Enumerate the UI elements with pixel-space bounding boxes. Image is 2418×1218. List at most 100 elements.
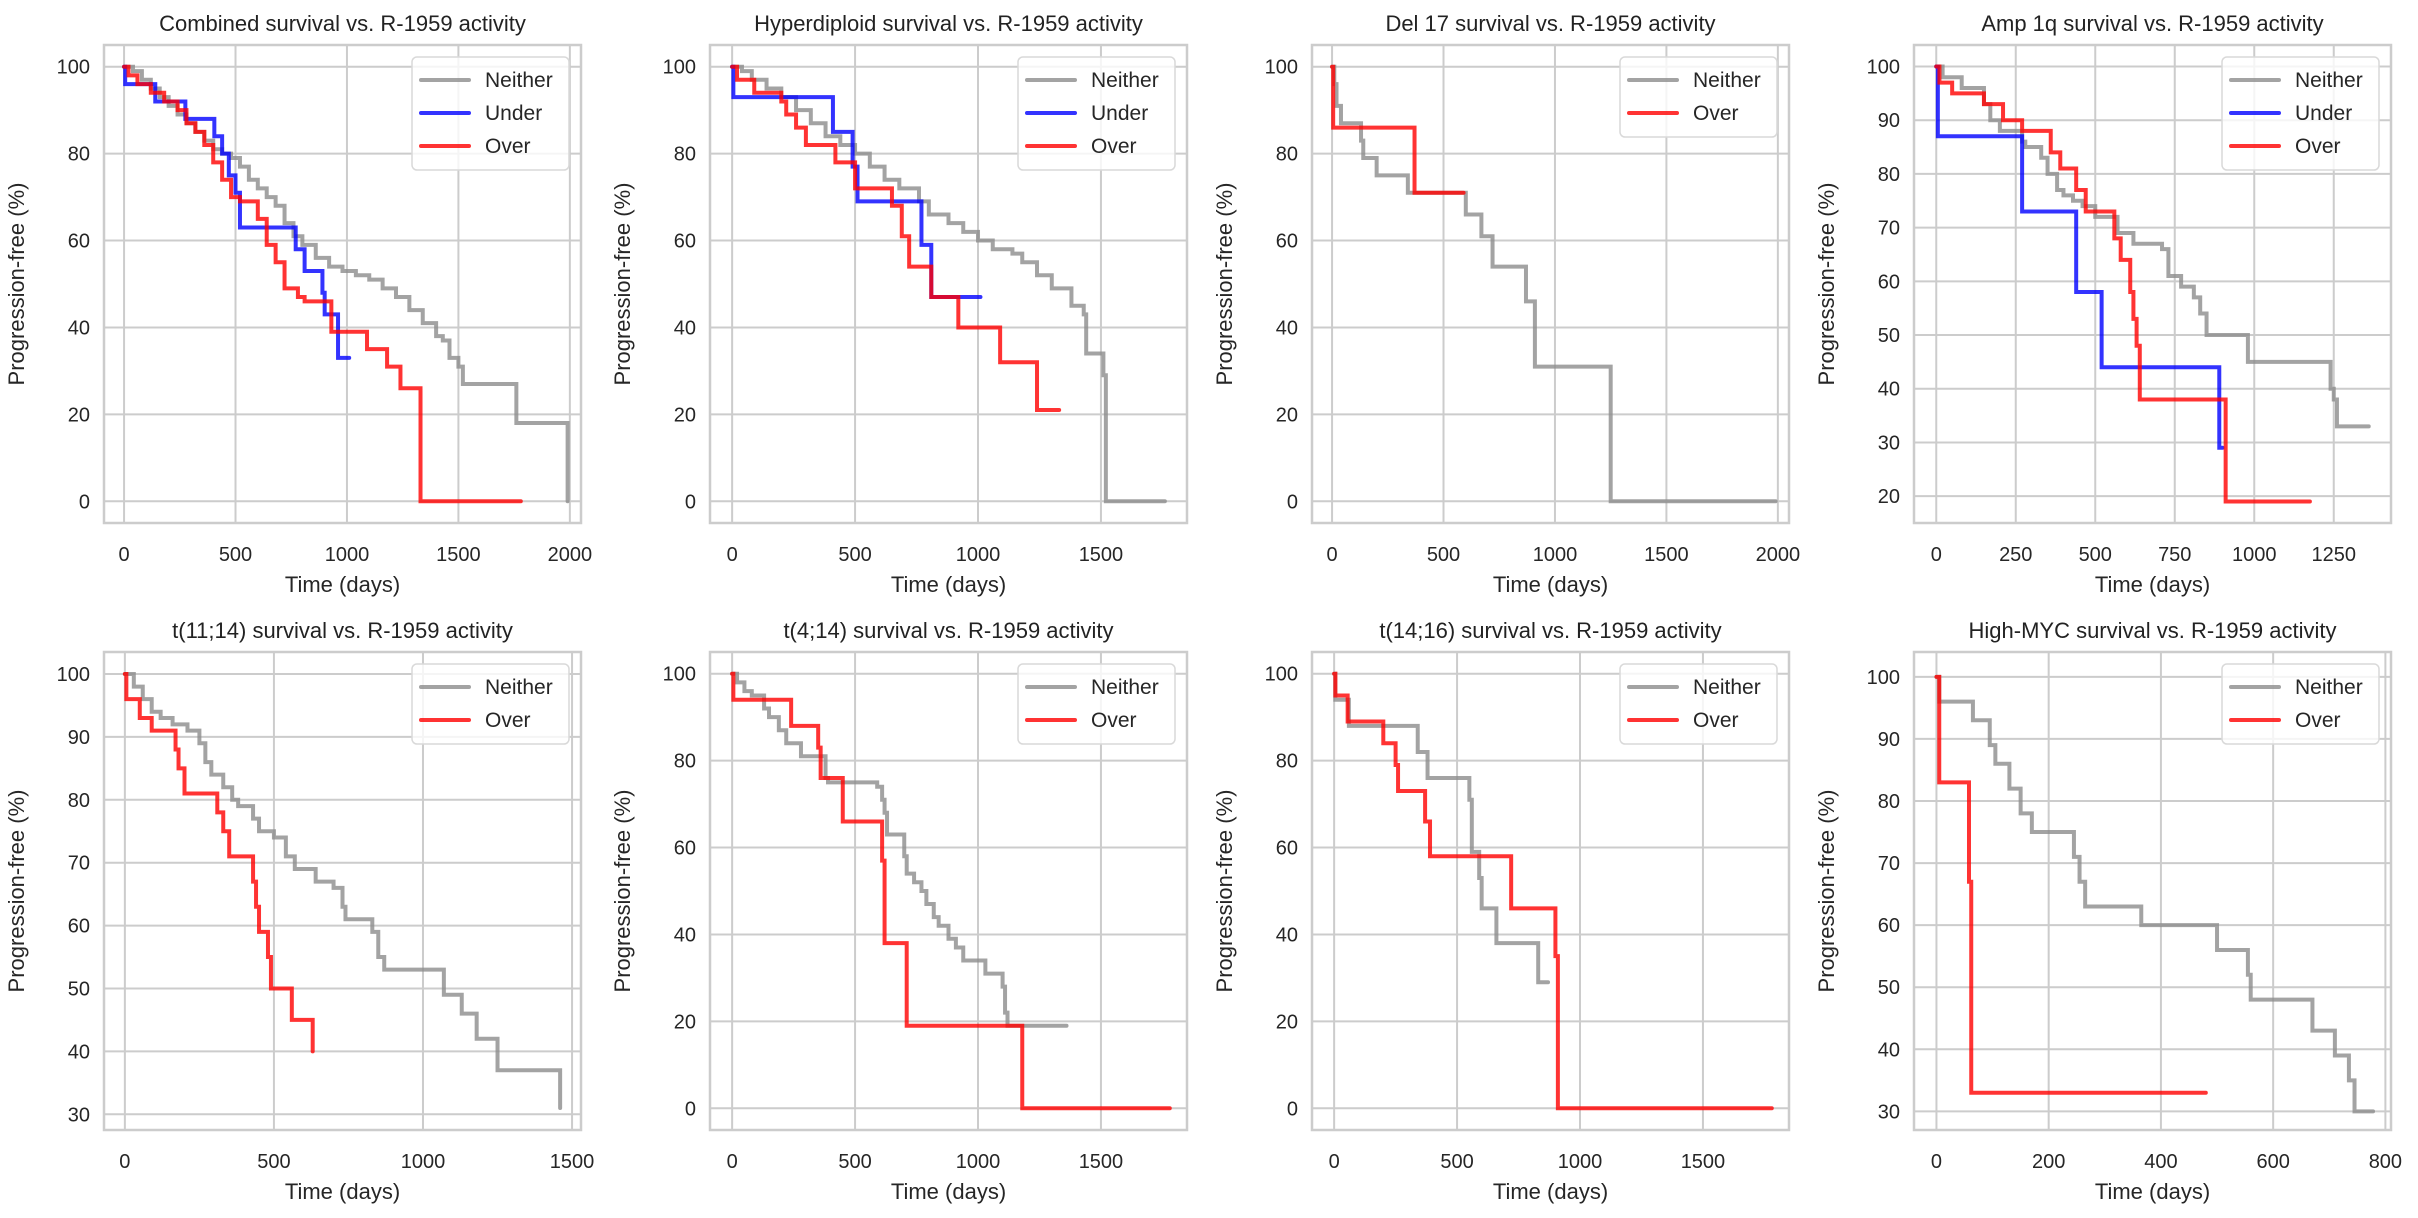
series-line-under [1934, 64, 2225, 450]
series-line-neither [122, 672, 563, 1110]
series-line-over [730, 671, 1172, 1111]
y-axis-label: Progression-free (%) [4, 790, 29, 993]
y-tick-label: 20 [1878, 486, 1900, 508]
series-line-under [122, 64, 352, 360]
legend-label-over: Over [2295, 135, 2341, 158]
x-tick-label: 1000 [956, 544, 1001, 566]
y-axis-label: Progression-free (%) [610, 790, 635, 993]
axes-frame [708, 650, 1189, 1132]
y-tick-label: 50 [1878, 325, 1900, 347]
y-axis-label: Progression-free (%) [1814, 183, 1839, 386]
legend: Neither Under Over [1017, 56, 1176, 171]
x-tick-label: 1000 [2232, 544, 2277, 566]
axes-frame [1912, 43, 2393, 525]
y-tick-label: 80 [68, 144, 90, 166]
x-axis-label: Time (days) [285, 1179, 400, 1204]
x-axis-label: Time (days) [891, 1179, 1006, 1204]
x-tick-label: 0 [1931, 1151, 1942, 1173]
y-tick-label: 20 [1276, 404, 1298, 426]
legend-label-neither: Neither [485, 69, 553, 92]
panel-t-4-14-survival-vs-r-1959-activity: 0 500 1000 1500 0 20 40 60 80 100 t(4;14) survival… [610, 618, 1189, 1204]
legend-label-neither: Neither [2295, 676, 2363, 699]
x-tick-label: 500 [257, 1151, 290, 1173]
x-tick-label: 0 [727, 544, 738, 566]
y-tick-label: 30 [1878, 1101, 1900, 1123]
series-line-neither [730, 64, 1167, 504]
y-tick-label: 20 [674, 1011, 696, 1033]
series-line-over [1332, 671, 1774, 1111]
y-tick-label: 60 [1878, 271, 1900, 293]
x-tick-label: 0 [118, 544, 129, 566]
x-tick-label: 1000 [956, 1151, 1001, 1173]
legend-label-over: Over [485, 709, 531, 732]
series-line-neither [730, 671, 1069, 1028]
x-tick-label: 400 [2144, 1151, 2177, 1173]
x-axis-label: Time (days) [1493, 572, 1608, 597]
x-tick-label: 500 [219, 544, 252, 566]
x-axis-label: Time (days) [1493, 1179, 1608, 1204]
legend-label-over: Over [1693, 102, 1739, 125]
series-line-neither [122, 64, 570, 504]
y-tick-label: 90 [68, 727, 90, 749]
x-tick-label: 0 [1326, 544, 1337, 566]
x-tick-label: 0 [727, 1151, 738, 1173]
legend-label-neither: Neither [1091, 676, 1159, 699]
x-tick-label: 500 [838, 1151, 871, 1173]
x-tick-label: 0 [1931, 544, 1942, 566]
panel-high-myc-survival-vs-r-1959-activity: 0 200 400 600 800 30 40 50 60 70 80 90 100 High-MYC s… [1814, 618, 2402, 1204]
legend-box [2221, 56, 2380, 171]
legend: Neither Over [1619, 56, 1778, 138]
x-tick-label: 500 [1427, 544, 1460, 566]
y-tick-label: 90 [1878, 729, 1900, 751]
panel-t-14-16-survival-vs-r-1959-activity: 0 500 1000 1500 0 20 40 60 80 100 t(14;16) surviva… [1212, 618, 1791, 1204]
x-tick-label: 1000 [1558, 1151, 1603, 1173]
series-line-neither [1934, 64, 2371, 429]
legend-box [2221, 663, 2380, 745]
legend-box [1017, 56, 1176, 171]
y-tick-label: 30 [68, 1104, 90, 1126]
y-axis-label: Progression-free (%) [1212, 790, 1237, 993]
x-axis-label: Time (days) [891, 572, 1006, 597]
chart-title: t(11;14) survival vs. R-1959 activity [172, 618, 513, 643]
chart-title: Del 17 survival vs. R-1959 activity [1385, 11, 1715, 36]
legend-label-under: Under [485, 102, 542, 125]
x-tick-label: 0 [1329, 1151, 1340, 1173]
legend-box [1619, 56, 1778, 138]
legend-box [1619, 663, 1778, 745]
x-axis-label: Time (days) [285, 572, 400, 597]
y-axis-label: Progression-free (%) [1212, 183, 1237, 386]
legend-label-neither: Neither [485, 676, 553, 699]
x-axis-label: Time (days) [2095, 1179, 2210, 1204]
x-tick-label: 500 [1440, 1151, 1473, 1173]
legend-box [411, 663, 570, 745]
x-tick-label: 2000 [548, 544, 593, 566]
x-axis-label: Time (days) [2095, 572, 2210, 597]
series-line-over [122, 672, 315, 1054]
legend-label-neither: Neither [1693, 676, 1761, 699]
legend: Neither Under Over [2221, 56, 2380, 171]
y-tick-label: 40 [1878, 1039, 1900, 1061]
series-line-over [1330, 64, 1466, 195]
x-tick-label: 500 [838, 544, 871, 566]
y-tick-label: 100 [1265, 57, 1298, 79]
legend: Neither Over [1017, 663, 1176, 745]
y-tick-label: 0 [79, 491, 90, 513]
y-tick-label: 100 [57, 664, 90, 686]
legend: Neither Over [411, 663, 570, 745]
legend-label-over: Over [485, 135, 531, 158]
series-line-over [122, 64, 523, 504]
axes-frame [1310, 43, 1791, 525]
y-tick-label: 20 [1276, 1011, 1298, 1033]
panel-combined-survival-vs-r-1959-activity: 0 500 1000 1500 2000 0 20 40 60 80 100 Combined sur… [4, 11, 592, 597]
chart-title: High-MYC survival vs. R-1959 activity [1969, 618, 2337, 643]
axes-frame [708, 43, 1189, 525]
legend-label-neither: Neither [1693, 69, 1761, 92]
y-tick-label: 70 [68, 853, 90, 875]
y-tick-label: 50 [1878, 977, 1900, 999]
legend-label-over: Over [1091, 135, 1137, 158]
x-tick-label: 1500 [1644, 544, 1689, 566]
y-tick-label: 100 [663, 57, 696, 79]
y-tick-label: 100 [1265, 664, 1298, 686]
panel-amp-1q-survival-vs-r-1959-activity: 0 250 500 750 1000 1250 20 30 40 50 60 70 80 90 100 Amp… [1814, 11, 2393, 597]
